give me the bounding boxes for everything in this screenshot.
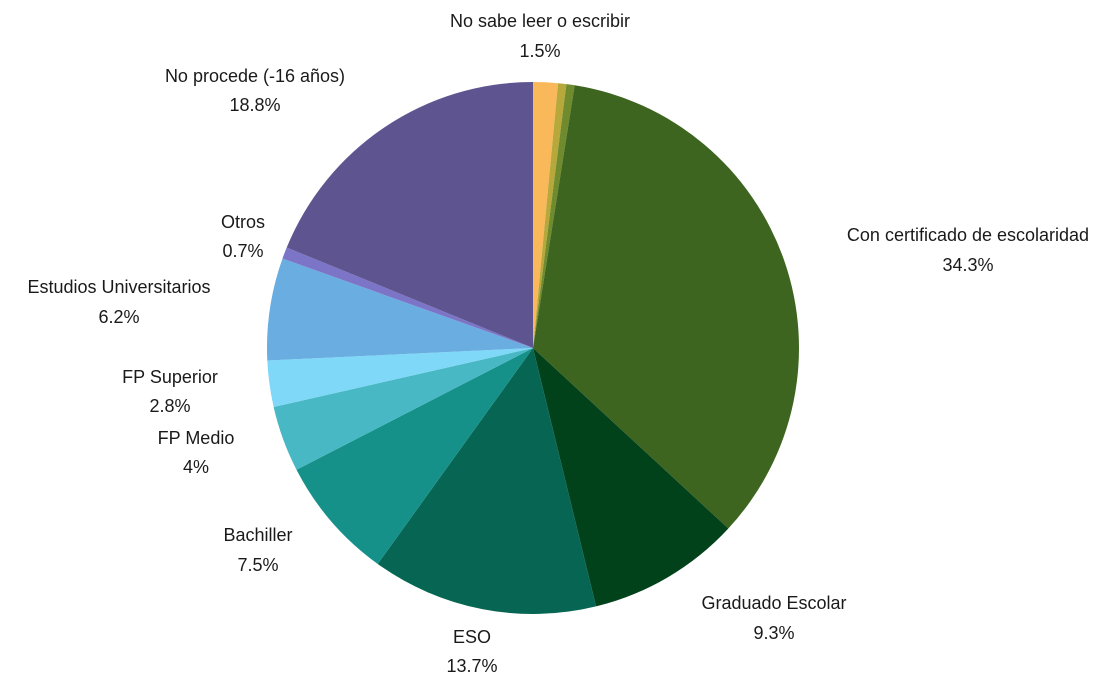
slice-value-certificado: 34.3% bbox=[942, 255, 993, 275]
slice-label-eso: ESO bbox=[453, 627, 491, 647]
pie-slice-unlabeled-1 bbox=[533, 83, 567, 348]
slice-value-universitarios: 6.2% bbox=[98, 307, 139, 327]
pie-slice-bachiller bbox=[296, 348, 533, 564]
pie-slice-estudios-universitarios bbox=[267, 258, 533, 361]
slice-value-fp-medio: 4% bbox=[183, 457, 209, 477]
slice-value-otros: 0.7% bbox=[222, 241, 263, 261]
pie-slice-graduado-escolar bbox=[533, 348, 729, 607]
slice-label-otros: Otros bbox=[221, 212, 265, 232]
slice-label-certificado: Con certificado de escolaridad bbox=[847, 225, 1089, 245]
slice-label-graduado: Graduado Escolar bbox=[701, 593, 846, 613]
pie-slice-unlabeled-2 bbox=[533, 84, 575, 349]
pie-slice-eso bbox=[377, 348, 597, 614]
slice-value-graduado: 9.3% bbox=[753, 623, 794, 643]
slice-value-fp-superior: 2.8% bbox=[149, 396, 190, 416]
slice-label-no-sabe: No sabe leer o escribir bbox=[450, 11, 630, 31]
slice-label-universitarios: Estudios Universitarios bbox=[27, 277, 210, 297]
slice-label-no-procede: No procede (-16 años) bbox=[165, 66, 345, 86]
pie-slices bbox=[267, 82, 799, 614]
pie-slice-con-certificado-de-escolaridad bbox=[533, 85, 799, 529]
slice-value-eso: 13.7% bbox=[446, 656, 497, 675]
slice-value-no-sabe: 1.5% bbox=[519, 41, 560, 61]
slice-label-bachiller: Bachiller bbox=[223, 525, 292, 545]
pie-slice-no-procede-16-anos bbox=[286, 82, 533, 348]
slice-value-no-procede: 18.8% bbox=[229, 95, 280, 115]
pie-slice-otros bbox=[282, 247, 533, 348]
slice-label-fp-medio: FP Medio bbox=[158, 428, 235, 448]
pie-slice-fp-medio bbox=[273, 348, 533, 470]
pie-slice-fp-superior bbox=[267, 348, 533, 407]
slice-label-fp-superior: FP Superior bbox=[122, 367, 218, 387]
pie-slice-no-sabe-leer-o-escribir bbox=[533, 82, 559, 348]
slice-value-bachiller: 7.5% bbox=[237, 555, 278, 575]
